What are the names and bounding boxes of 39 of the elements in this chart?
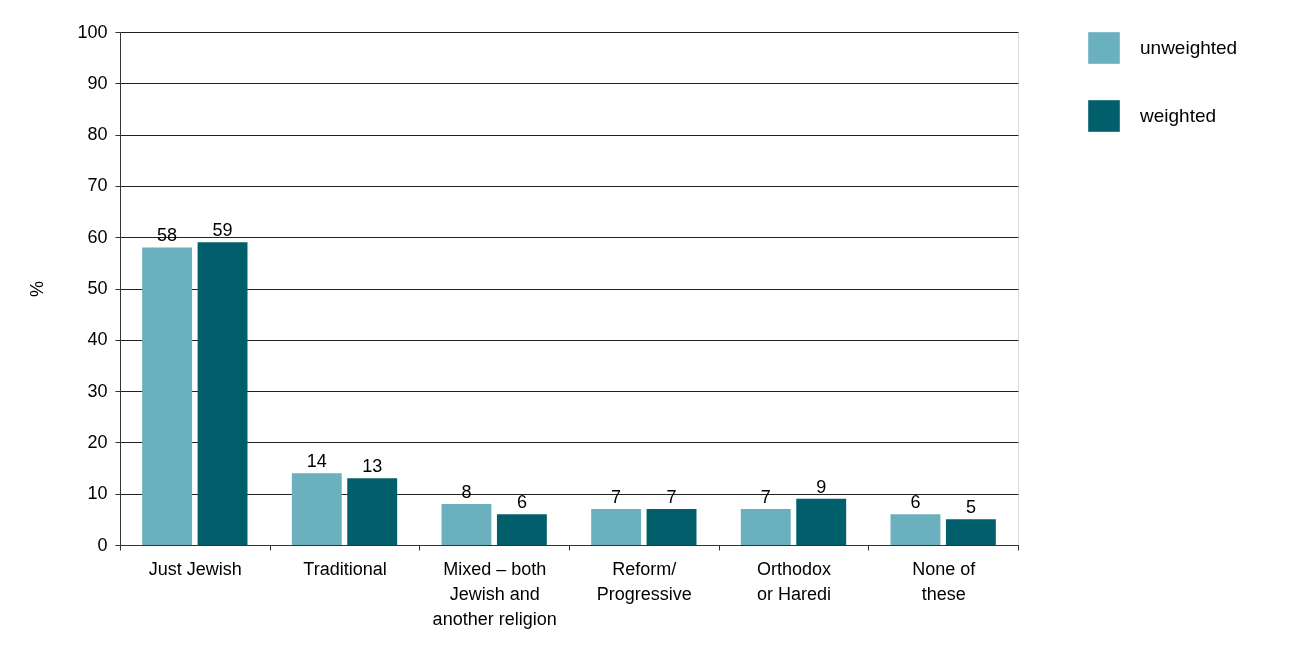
- x-tick-label: Orthodox or Haredi: [756, 558, 832, 604]
- x-tick-label: Reform/ Progressive: [596, 558, 692, 604]
- bar: [591, 509, 642, 545]
- data-label: 6: [516, 492, 527, 513]
- bar: [496, 514, 547, 545]
- data-label: 13: [362, 456, 383, 477]
- bar: [347, 478, 398, 545]
- legend-label: unweighted: [1140, 37, 1238, 58]
- bar: [441, 503, 492, 545]
- y-tick-label: 70: [87, 175, 108, 196]
- bar: [890, 514, 941, 545]
- x-tick-label: Traditional: [303, 558, 387, 579]
- legend-label: weighted: [1139, 105, 1217, 126]
- y-tick-label: 10: [87, 483, 108, 504]
- x-tick-label: None of these: [912, 558, 977, 604]
- y-tick-label: 50: [87, 278, 108, 298]
- y-tick-label: 90: [87, 72, 108, 93]
- bar: [796, 498, 847, 545]
- y-tick-label: 60: [87, 226, 108, 247]
- y-tick-label: 100: [77, 21, 108, 42]
- bar: [740, 509, 791, 545]
- data-label: 5: [965, 497, 976, 518]
- bar: [945, 519, 996, 545]
- y-tick-label: 40: [87, 329, 108, 350]
- x-tick-label: Just Jewish: [148, 558, 242, 579]
- y-tick-label: 30: [87, 380, 108, 401]
- data-label: 14: [306, 451, 327, 472]
- y-tick-label: 0: [97, 534, 108, 555]
- y-tick-label: 20: [87, 431, 108, 452]
- bar: [646, 509, 697, 545]
- bar: [197, 242, 248, 545]
- data-label: 6: [910, 492, 921, 513]
- bar: [142, 247, 193, 545]
- y-tick-label: 80: [87, 124, 108, 145]
- data-label: 59: [212, 220, 233, 241]
- bar: [291, 473, 342, 545]
- data-label: 9: [816, 476, 827, 497]
- x-tick-label: Mixed – both Jewish and another religion: [432, 558, 557, 629]
- y-axis-title: %: [27, 280, 48, 298]
